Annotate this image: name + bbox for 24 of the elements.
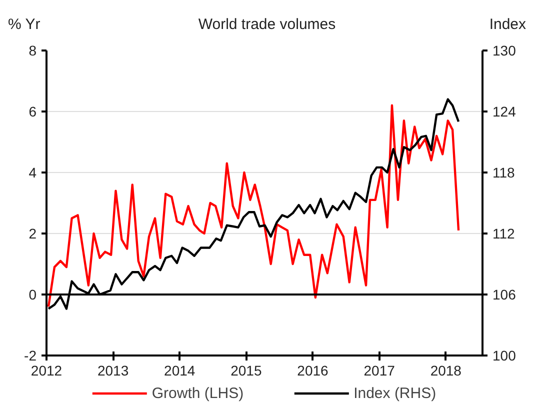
y2-tick-label: 100 <box>492 348 516 364</box>
y2-tick-label: 124 <box>492 104 516 120</box>
y-tick-label: 2 <box>28 226 37 242</box>
y2-tick-label: 130 <box>492 42 516 58</box>
y-tick-label: 8 <box>28 42 37 58</box>
x-tick-label: 2014 <box>164 362 196 378</box>
legend-label: Growth (LHS) <box>152 384 244 402</box>
x-tick-label: 2015 <box>230 362 262 378</box>
y2-tick-label: 112 <box>492 226 516 242</box>
x-tick-label: 2013 <box>97 362 129 378</box>
y-tick-label: 0 <box>28 286 37 302</box>
y2-tick-label: 106 <box>492 286 516 302</box>
y-tick-label: 4 <box>28 164 37 180</box>
x-tick-label: 2017 <box>364 362 396 378</box>
y2-tick-label: 118 <box>492 164 516 180</box>
x-tick-label: 2016 <box>297 362 329 378</box>
x-tick-label: 2018 <box>430 362 462 378</box>
chart-title: World trade volumes <box>197 15 337 35</box>
legend-label: Index (RHS) <box>354 384 436 402</box>
x-tick-label: 2012 <box>30 362 62 378</box>
y-tick-label: 6 <box>28 104 37 120</box>
y-tick-label: -2 <box>24 348 37 364</box>
y2-axis-title: Index <box>488 15 526 35</box>
y-axis-title: % Yr <box>8 15 42 35</box>
